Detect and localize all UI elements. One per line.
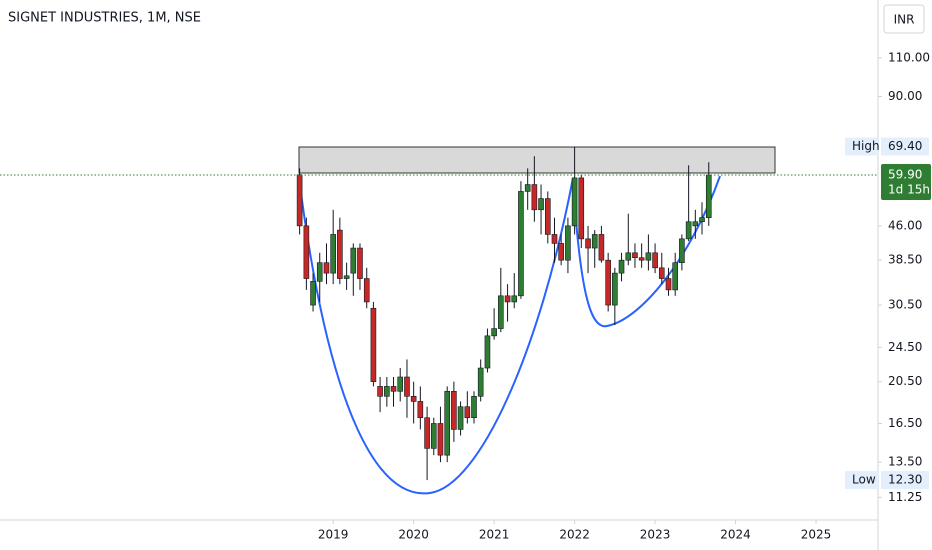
candle-body	[303, 225, 310, 279]
candle-body	[511, 295, 518, 303]
marker-value: 69.40	[888, 139, 922, 153]
candle-body	[451, 390, 457, 430]
candle-body	[692, 221, 699, 227]
candle-body	[296, 174, 303, 227]
last-price-box	[881, 163, 931, 200]
candle-body	[410, 395, 417, 402]
candle-body	[605, 259, 611, 306]
y-tick-label: 30.50	[888, 298, 922, 312]
candle-body	[591, 234, 598, 249]
candle-body	[645, 252, 652, 261]
x-tick-label: 2019	[318, 528, 349, 542]
y-tick-label: 20.50	[888, 374, 922, 388]
candle-body	[430, 423, 437, 449]
last-price-label: 59.90	[888, 167, 922, 181]
candle-body	[477, 367, 484, 397]
y-tick-label: 13.50	[888, 455, 922, 469]
candle-body	[578, 177, 585, 240]
candle-body	[585, 238, 591, 249]
countdown: 1d 15h	[888, 182, 930, 196]
marker-value-box	[881, 471, 929, 490]
y-tick-label: 16.50	[888, 416, 922, 430]
marker-value-box	[881, 137, 929, 156]
candle-body	[384, 386, 390, 397]
candle-body	[491, 328, 497, 337]
x-tick-label: 2022	[559, 528, 590, 542]
resistance-zone	[298, 146, 776, 174]
candle-body	[598, 234, 605, 261]
candle-body	[370, 307, 377, 382]
y-tick-label: 38.50	[888, 253, 922, 267]
candle-body	[699, 217, 705, 223]
candle-body	[390, 386, 397, 392]
candle-body	[457, 406, 464, 430]
x-tick-label: 2020	[398, 528, 429, 542]
candle-body	[464, 406, 471, 419]
x-tick-label: 2024	[720, 528, 751, 542]
candle-body	[565, 225, 571, 261]
candle-body	[343, 275, 350, 279]
candle-body	[538, 198, 544, 211]
candle-body	[337, 229, 343, 279]
candle-body	[558, 243, 564, 261]
candle-body	[632, 252, 638, 258]
candle-body	[679, 238, 685, 263]
candle-body	[316, 262, 323, 282]
handle-curve	[572, 175, 721, 328]
candle-body	[551, 234, 558, 244]
currency-box[interactable]	[883, 4, 925, 34]
candle-body	[672, 262, 678, 291]
x-tick-label: 2023	[640, 528, 671, 542]
marker-name-box	[845, 471, 878, 490]
chart-title: SIGNET INDUSTRIES, 1M, NSE	[8, 11, 201, 26]
candle-body	[310, 281, 316, 306]
candle-body	[571, 177, 578, 227]
marker-name-box	[845, 137, 878, 156]
candle-body	[404, 376, 410, 397]
currency: INR	[894, 13, 915, 27]
x-tick-label: 2021	[479, 528, 510, 542]
candle-body	[618, 259, 625, 274]
candle-body	[397, 376, 404, 392]
candle-body	[545, 198, 551, 235]
candle-body	[625, 252, 632, 261]
candle-body	[658, 267, 665, 279]
candle-body	[357, 247, 363, 279]
candle-body	[652, 252, 658, 269]
candle-body	[437, 423, 444, 456]
candle-body	[705, 174, 712, 218]
candle-body	[504, 295, 511, 303]
x-tick-label: 2025	[801, 528, 832, 542]
candle-body	[330, 234, 336, 274]
candle-body	[444, 390, 451, 456]
candle-body	[612, 272, 618, 306]
candle-body	[531, 184, 538, 211]
candle-body	[323, 262, 330, 274]
candle-body	[665, 278, 672, 291]
y-tick-label: 11.25	[888, 490, 922, 504]
candle-body	[524, 184, 531, 192]
candle-body	[518, 191, 524, 297]
candle-body	[484, 335, 491, 369]
candle-body	[350, 247, 357, 274]
cup-curve	[298, 177, 574, 495]
candle-body	[471, 395, 477, 419]
y-tick-label: 110.00	[888, 50, 930, 64]
candle-body	[363, 278, 370, 303]
marker-value: 12.30	[888, 473, 922, 487]
y-tick-label: 90.00	[888, 89, 922, 103]
candle-body	[377, 386, 383, 397]
candle-body	[685, 221, 692, 240]
y-tick-label: 46.00	[888, 218, 922, 232]
candle-body	[498, 295, 504, 329]
marker-name: Low	[852, 473, 876, 487]
candle-body	[417, 401, 424, 419]
y-tick-label: 24.50	[888, 340, 922, 354]
candle-body	[424, 417, 430, 449]
candle-body	[638, 257, 645, 261]
marker-name: High	[852, 139, 880, 153]
